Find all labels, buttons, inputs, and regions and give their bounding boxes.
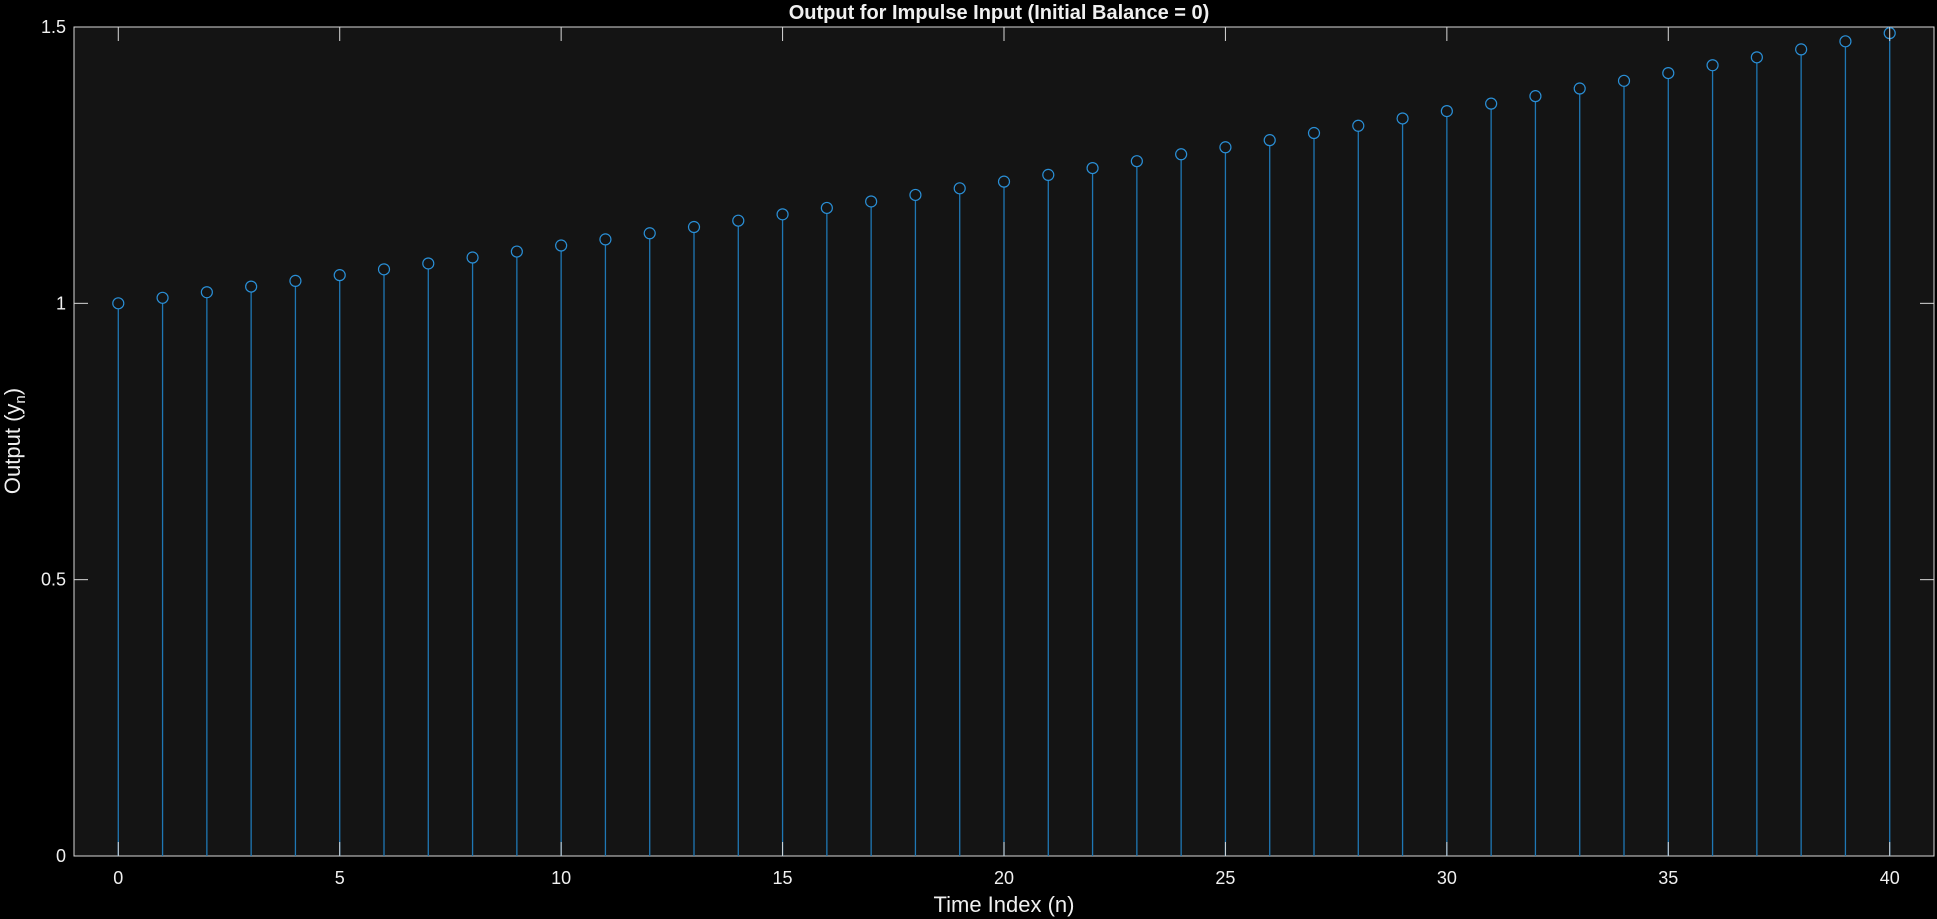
stem-marker-5 xyxy=(333,269,346,282)
y-tick-label-1: 1 xyxy=(56,293,66,313)
stem-marker-22 xyxy=(1086,161,1099,175)
x-tick-label-5: 5 xyxy=(335,868,345,888)
stem-marker-28 xyxy=(1352,119,1365,132)
x-tick-label-10: 10 xyxy=(551,868,571,888)
y-axis-label: Output (yn) xyxy=(0,388,29,494)
stem-marker-11 xyxy=(599,233,612,246)
x-tick-label-40: 40 xyxy=(1880,868,1900,888)
y-axis-label-main: Output (y xyxy=(0,404,25,494)
stem-marker-26 xyxy=(1263,134,1276,147)
axis-ticks xyxy=(74,26,1934,857)
x-axis-label: Time Index (n) xyxy=(933,892,1074,917)
stem-marker-29 xyxy=(1396,112,1409,125)
y-tick-label-0: 0 xyxy=(56,846,66,866)
x-tick-label-25: 25 xyxy=(1215,868,1235,888)
stem-marker-9 xyxy=(510,245,523,258)
y-tick-label-1.5: 1.5 xyxy=(41,17,66,37)
axis-tick-labels: 0 5 10 15 20 25 30 35 40 0 0.5 1 1.5 xyxy=(41,17,1900,888)
stem-marker-30 xyxy=(1440,105,1453,118)
stem-marker-20 xyxy=(997,175,1011,188)
stem-marker-35 xyxy=(1662,66,1675,80)
stem-marker-8 xyxy=(466,251,479,264)
stem-marker-3 xyxy=(245,280,258,293)
stem-marker-36 xyxy=(1706,59,1719,72)
stem-marker-0 xyxy=(112,297,125,310)
stem-marker-34 xyxy=(1617,74,1631,87)
stem-marker-23 xyxy=(1130,155,1143,168)
stem-marker-37 xyxy=(1750,51,1763,64)
stem-marker-39 xyxy=(1839,35,1852,48)
stem-marker-27 xyxy=(1307,126,1321,140)
stem-series xyxy=(112,27,1896,856)
stem-marker-15 xyxy=(776,208,789,221)
stem-marker-31 xyxy=(1485,97,1498,110)
stem-marker-18 xyxy=(909,188,922,202)
x-tick-label-20: 20 xyxy=(994,868,1014,888)
stem-marker-12 xyxy=(643,227,656,240)
stem-marker-38 xyxy=(1795,43,1808,56)
chart-title: Output for Impulse Input (Initial Balanc… xyxy=(789,2,1210,24)
stem-marker-33 xyxy=(1573,82,1586,95)
stem-marker-10 xyxy=(555,239,568,252)
stem-marker-24 xyxy=(1175,148,1188,161)
stem-marker-14 xyxy=(732,214,745,227)
x-tick-label-30: 30 xyxy=(1437,868,1457,888)
stem-marker-4 xyxy=(289,274,302,287)
stem-marker-25 xyxy=(1219,141,1232,154)
y-tick-label-0.5: 0.5 xyxy=(41,570,66,590)
stem-marker-1 xyxy=(156,291,169,304)
x-tick-label-0: 0 xyxy=(113,868,123,888)
stem-marker-13 xyxy=(687,220,701,234)
stem-marker-17 xyxy=(865,195,878,208)
stem-marker-2 xyxy=(200,286,213,299)
x-tick-label-35: 35 xyxy=(1658,868,1678,888)
stem-marker-7 xyxy=(422,257,435,270)
y-axis-label-close: ) xyxy=(0,388,25,395)
stem-marker-32 xyxy=(1529,90,1542,103)
stem-marker-16 xyxy=(820,201,833,215)
stem-marker-21 xyxy=(1042,168,1055,181)
stem-marker-19 xyxy=(953,182,966,195)
y-axis-label-subscript: n xyxy=(12,395,29,403)
stem-marker-6 xyxy=(377,263,391,276)
x-tick-label-15: 15 xyxy=(773,868,793,888)
